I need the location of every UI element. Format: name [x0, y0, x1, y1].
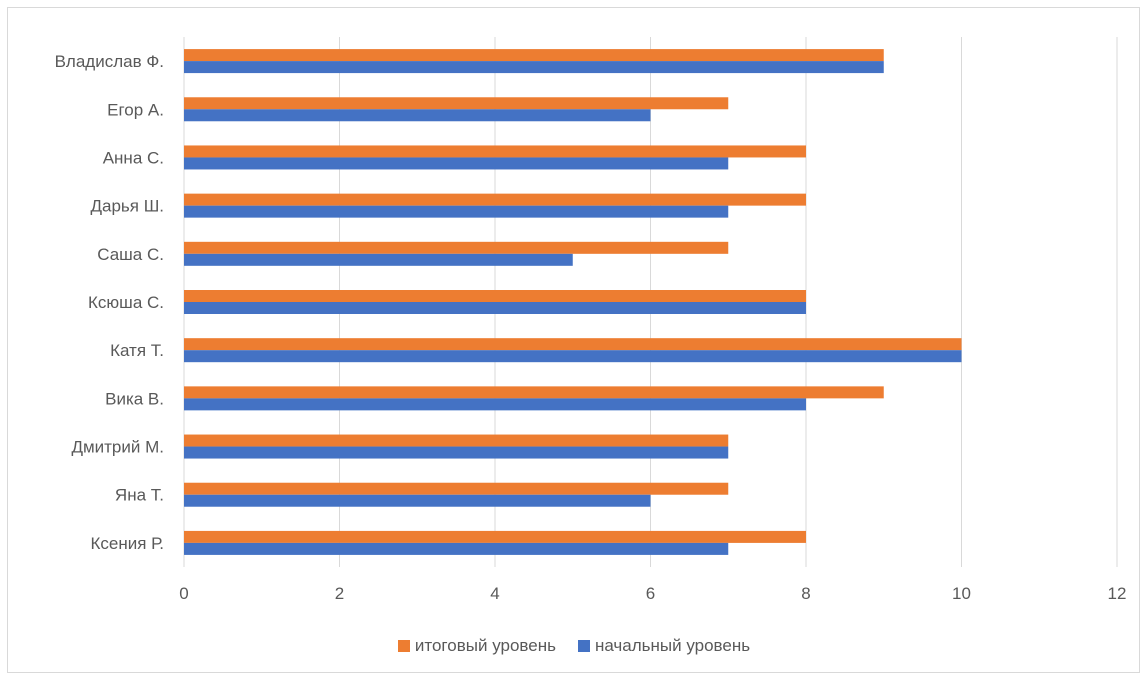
category-label: Владислав Ф.: [55, 52, 164, 71]
bar-initial: [184, 446, 729, 459]
bar-final: [184, 482, 729, 495]
bar-final: [184, 338, 962, 351]
legend-swatch-final: [397, 640, 410, 652]
bar-initial: [184, 542, 729, 555]
bar-initial: [184, 157, 729, 170]
bar-final: [184, 97, 729, 110]
bar-final: [184, 530, 806, 543]
category-label: Ксюша С.: [88, 293, 164, 312]
legend-label-final: итоговый уровень: [414, 636, 556, 655]
category-label: Катя Т.: [110, 341, 164, 360]
legend-item-final: итоговый уровень: [397, 636, 556, 656]
legend-label-initial: начальный уровень: [594, 636, 751, 655]
bar-final: [184, 241, 729, 254]
bar-final: [184, 145, 806, 158]
bar-initial: [184, 253, 573, 266]
x-tick-label: 4: [490, 584, 499, 603]
bar-initial: [184, 494, 651, 507]
bar-final: [184, 386, 884, 399]
category-label: Саша С.: [97, 245, 164, 264]
x-tick-label: 0: [179, 584, 188, 603]
category-label: Яна Т.: [115, 486, 164, 505]
category-label: Анна С.: [103, 148, 164, 167]
legend-swatch-initial: [577, 640, 590, 652]
x-tick-label: 2: [335, 584, 344, 603]
bar-initial: [184, 109, 651, 122]
legend-item-initial: начальный уровень: [577, 636, 751, 656]
bar-initial: [184, 205, 729, 218]
x-tick-label: 12: [1108, 584, 1127, 603]
x-tick-label: 10: [952, 584, 971, 603]
bar-initial: [184, 350, 962, 363]
bar-initial: [184, 398, 806, 411]
category-label: Ксения Р.: [90, 534, 164, 553]
bar-initial: [184, 302, 806, 314]
category-label: Егор А.: [107, 100, 164, 119]
x-tick-label: 8: [801, 584, 810, 603]
category-label: Вика В.: [105, 389, 164, 408]
bar-final: [184, 290, 806, 302]
category-label: Дарья Ш.: [90, 197, 164, 216]
bar-initial: [184, 61, 884, 74]
bar-final: [184, 49, 884, 62]
chart-legend: итоговый уровень начальный уровень: [0, 636, 1148, 656]
bar-final: [184, 193, 806, 206]
category-label: Дмитрий М.: [71, 438, 164, 457]
bar-final: [184, 434, 729, 447]
x-tick-label: 6: [646, 584, 655, 603]
